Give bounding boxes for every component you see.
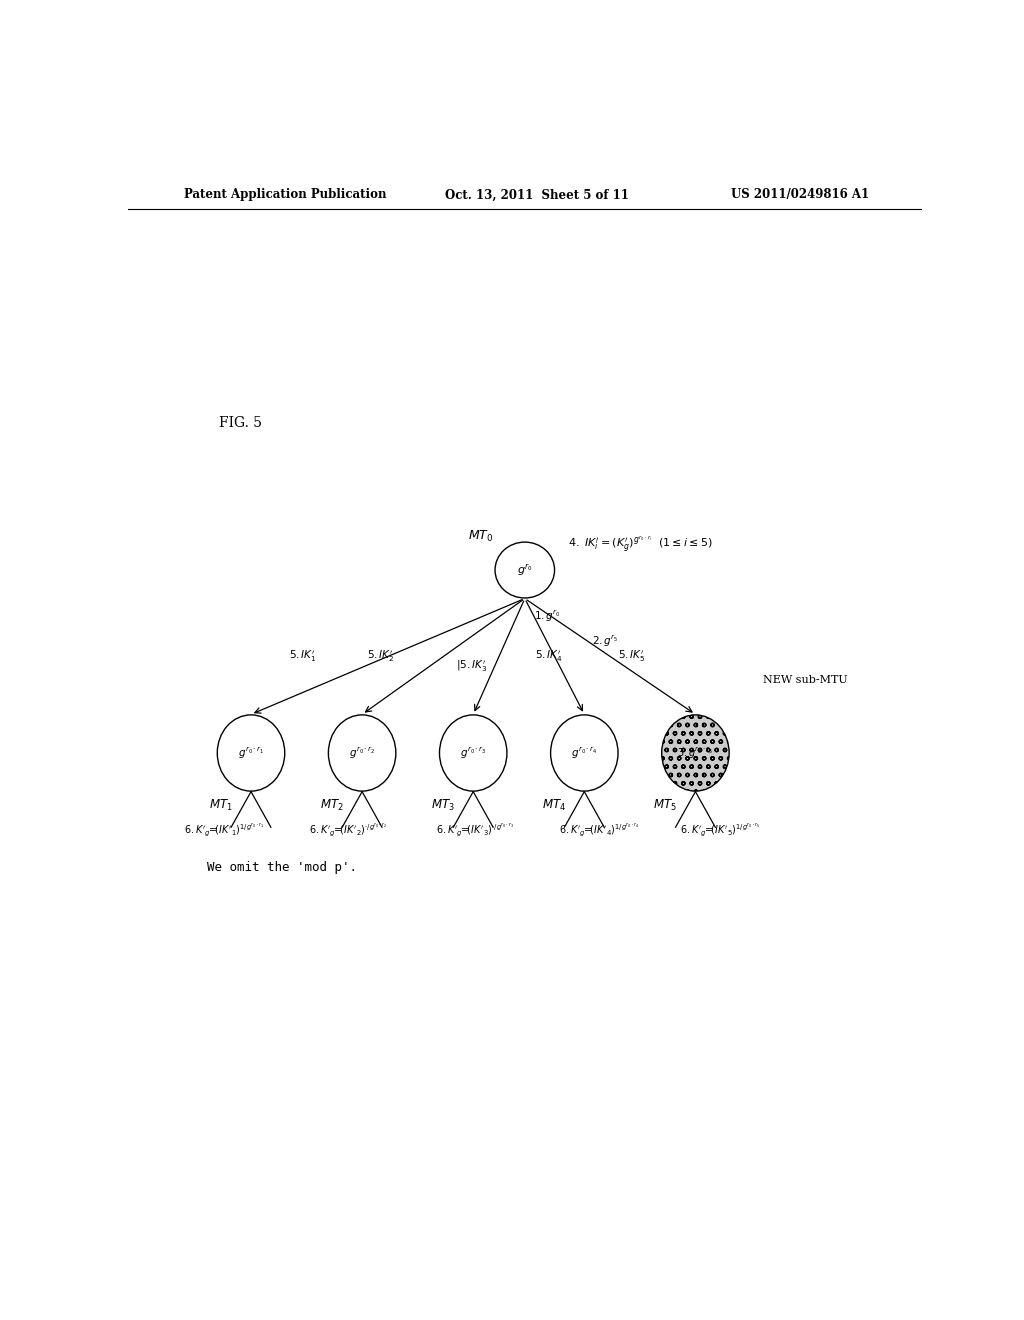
Text: $g^{r_0}$: $g^{r_0}$ — [517, 562, 532, 578]
Ellipse shape — [217, 715, 285, 791]
Text: $MT_3$: $MT_3$ — [431, 799, 455, 813]
Text: NEW sub-MTU: NEW sub-MTU — [763, 675, 848, 685]
Text: $6.K'_g\!\!=\!\!(IK'_2)^{\cdot/g^{r_0\cdot r_2}}$: $6.K'_g\!\!=\!\!(IK'_2)^{\cdot/g^{r_0\cd… — [309, 821, 387, 838]
Text: $5.IK^{\prime}_{4}$: $5.IK^{\prime}_{4}$ — [535, 648, 562, 664]
Text: $MT_4$: $MT_4$ — [542, 799, 566, 813]
Text: $2.g^{r_5}$: $2.g^{r_5}$ — [592, 634, 618, 648]
Text: FIG. 5: FIG. 5 — [219, 416, 262, 430]
Text: $6.K'_g\!\!=\!\!(IK'_4)^{1/g^{r_0\cdot r_4}}$: $6.K'_g\!\!=\!\!(IK'_4)^{1/g^{r_0\cdot r… — [559, 821, 639, 838]
Text: $5.IK^{\prime}_{1}$: $5.IK^{\prime}_{1}$ — [289, 648, 316, 664]
Text: $MT_1$: $MT_1$ — [209, 799, 232, 813]
Text: US 2011/0249816 A1: US 2011/0249816 A1 — [731, 189, 869, 202]
Text: Patent Application Publication: Patent Application Publication — [183, 189, 386, 202]
Text: $g^{r_0 \cdot r_4}$: $g^{r_0 \cdot r_4}$ — [571, 746, 598, 760]
Text: $3.g^{r_0 \cdot r_5}$: $3.g^{r_0 \cdot r_5}$ — [677, 746, 714, 760]
Text: $g^{r_0 \cdot r_1}$: $g^{r_0 \cdot r_1}$ — [238, 746, 264, 760]
Text: $MT_2$: $MT_2$ — [321, 799, 344, 813]
Text: $6.K'_g\!\!=\!\!(IK'_3)^{\cdot/g^{r_0\cdot r_3}}$: $6.K'_g\!\!=\!\!(IK'_3)^{\cdot/g^{r_0\cd… — [436, 821, 514, 838]
Text: $MT_5$: $MT_5$ — [653, 799, 677, 813]
Ellipse shape — [439, 715, 507, 791]
Text: $4.\ IK^{\prime}_{i}=(K^{\prime}_{g})^{g^{r_0 \cdot r_i}}\ \ (1\leq i\leq 5)$: $4.\ IK^{\prime}_{i}=(K^{\prime}_{g})^{g… — [568, 535, 713, 554]
Text: $6.K'_g\!\!=\!\!(IK'_5)^{1/g^{r_0\cdot r_5}}$: $6.K'_g\!\!=\!\!(IK'_5)^{1/g^{r_0\cdot r… — [680, 821, 760, 838]
Text: Oct. 13, 2011  Sheet 5 of 11: Oct. 13, 2011 Sheet 5 of 11 — [445, 189, 630, 202]
Text: $|5.IK^{\prime}_{3}$: $|5.IK^{\prime}_{3}$ — [456, 659, 487, 675]
Text: $MT_0$: $MT_0$ — [468, 529, 494, 544]
Text: $5.IK^{\prime}_{2}$: $5.IK^{\prime}_{2}$ — [367, 648, 394, 664]
Text: $1.g^{r_0}$: $1.g^{r_0}$ — [535, 610, 561, 624]
Text: We omit the 'mod p'.: We omit the 'mod p'. — [207, 862, 357, 874]
Text: $6.K'_g\!\!=\!\!(IK'_1)^{1/g^{r_0\cdot r_1}}$: $6.K'_g\!\!=\!\!(IK'_1)^{1/g^{r_0\cdot r… — [183, 821, 264, 838]
Text: $g^{r_0 \cdot r_3}$: $g^{r_0 \cdot r_3}$ — [460, 746, 486, 760]
Ellipse shape — [329, 715, 396, 791]
Text: $g^{r_0 \cdot r_2}$: $g^{r_0 \cdot r_2}$ — [349, 746, 376, 760]
Text: $5.IK^{\prime}_{5}$: $5.IK^{\prime}_{5}$ — [618, 648, 646, 664]
Ellipse shape — [662, 715, 729, 791]
Ellipse shape — [495, 543, 555, 598]
Ellipse shape — [551, 715, 618, 791]
